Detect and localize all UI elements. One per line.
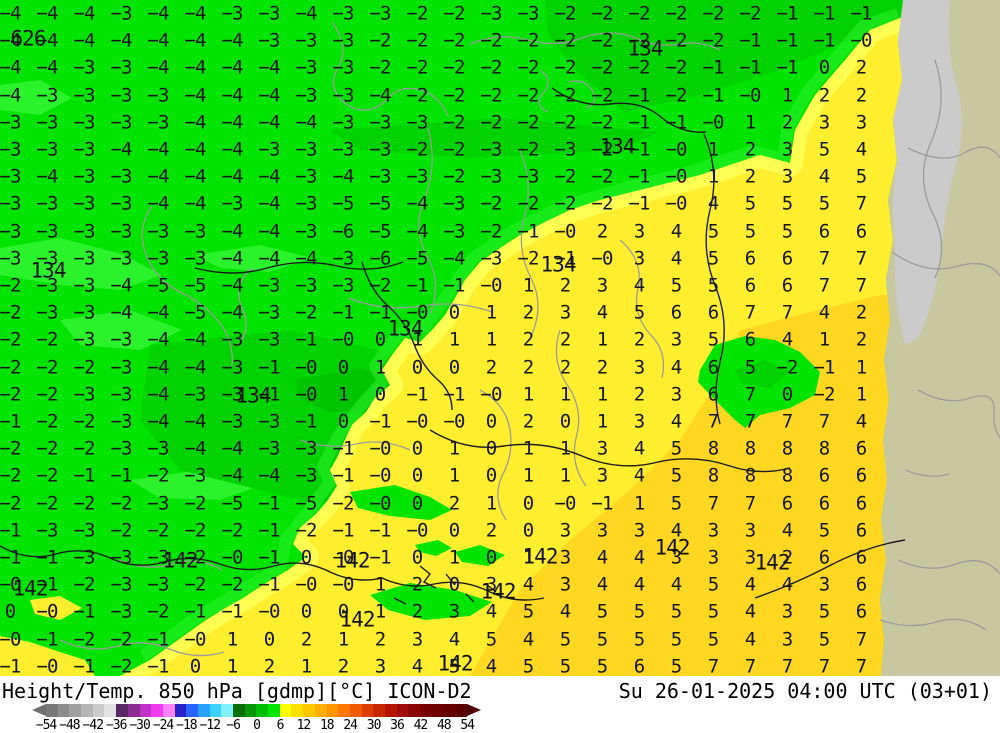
legend-bar: Height/Temp. 850 hPa [gdmp][°C] ICON-D2 … xyxy=(0,676,1000,733)
coastlines-and-state-borders xyxy=(59,21,1000,657)
colorbar-segment xyxy=(455,704,467,717)
colorbar-left-arrow xyxy=(32,704,46,716)
colorbar-segment xyxy=(326,704,339,717)
colorbar-tick-label: 12 xyxy=(296,718,312,733)
colorbar-tick-label: −36 xyxy=(105,718,128,733)
colorbar-segment xyxy=(197,704,210,717)
colorbar-tick-label: −12 xyxy=(199,718,222,733)
colorbar-segment xyxy=(338,704,350,717)
colorbar-segment xyxy=(373,704,385,717)
light-green-patch xyxy=(0,238,162,290)
alps-green-patch xyxy=(455,545,505,566)
colorbar-right-arrow xyxy=(466,704,481,716)
colorbar-tick-label: 54 xyxy=(460,718,475,733)
yellow-patch xyxy=(30,596,82,620)
colorbar-tick-label: 24 xyxy=(343,718,358,733)
colorbar-tick-label: 48 xyxy=(436,718,452,733)
colorbar-segment xyxy=(69,704,82,717)
valid-time-label: Su 26-01-2025 04:00 UTC (03+01) xyxy=(618,679,992,703)
colorbar-tick-label: 18 xyxy=(319,718,335,733)
colorbar-segment xyxy=(57,704,70,717)
dark-green-band xyxy=(545,0,905,112)
green-pocket-core xyxy=(735,360,790,388)
colorbar-segment xyxy=(116,704,128,717)
colorbar-tick-label: 42 xyxy=(413,718,429,733)
colorbar-tick-label: −18 xyxy=(176,718,198,733)
colorbar-tick-label: −48 xyxy=(59,718,81,733)
map-area: −4 −4 −4 −3 −4 −4 −3 −3 −4 −3 −3 −2 −2 −3 −3 −2 −2 −2 −2 −2… xyxy=(0,0,1000,676)
map-canvas xyxy=(0,0,1000,676)
temperature-colorbar xyxy=(32,704,481,717)
colorbar-segment xyxy=(256,704,269,717)
alps-green-patch xyxy=(350,485,452,520)
colorbar-segment xyxy=(408,704,420,717)
colorbar-segment xyxy=(104,704,117,717)
colorbar-tick-label: −54 xyxy=(35,718,58,733)
colorbar-segment xyxy=(303,704,315,717)
colorbar-tick-label: −30 xyxy=(129,718,151,733)
colorbar-segment xyxy=(291,704,304,717)
colorbar-segment xyxy=(384,704,397,717)
map-title: Height/Temp. 850 hPa [gdmp][°C] ICON-D2 xyxy=(2,679,472,703)
dark-green-band xyxy=(330,118,660,158)
colorbar-segment xyxy=(221,704,233,717)
yellow-corner-patch xyxy=(0,636,95,676)
alps-green-patch xyxy=(415,540,452,556)
colorbar-segment xyxy=(139,704,152,717)
colorbar-segment xyxy=(268,704,280,717)
colorbar-segment xyxy=(279,704,292,717)
colorbar-tick-label: 0 xyxy=(253,718,261,733)
colorbar-segment xyxy=(443,704,456,717)
out-of-domain-sea xyxy=(892,0,962,345)
colorbar-segment xyxy=(361,704,374,717)
colorbar-segment xyxy=(314,704,327,717)
colorbar-segment xyxy=(127,704,140,717)
colorbar-tick-label: 6 xyxy=(276,718,285,733)
colorbar-segment xyxy=(244,704,257,717)
colorbar-tick-label: −6 xyxy=(226,718,241,733)
colorbar-segment xyxy=(162,704,175,717)
colorbar-segment xyxy=(431,704,444,717)
colorbar-tick-label: 30 xyxy=(366,718,382,733)
colorbar-tick-labels: −54 −48 −42 −36 −30 −24 −18 −12 −6 0 6 12 18 24 30 36 42… xyxy=(0,718,1000,733)
colorbar-segment xyxy=(233,704,245,717)
colorbar-segment xyxy=(81,704,93,717)
colorbar-segment xyxy=(151,704,163,717)
zero-line-green-edge xyxy=(139,8,900,661)
colorbar-tick-label: −42 xyxy=(82,718,105,733)
colorbar-tick-label: −24 xyxy=(152,718,175,733)
colorbar-segment xyxy=(420,704,432,717)
alps-green-patch xyxy=(370,583,492,620)
colorbar-segment xyxy=(396,704,409,717)
colorbar-segment xyxy=(209,704,222,717)
national-borders xyxy=(0,87,906,605)
colorbar-segment xyxy=(92,704,105,717)
colorbar-tick-label: 36 xyxy=(390,718,405,733)
light-green-patch xyxy=(0,80,72,115)
colorbar-segment xyxy=(349,704,362,717)
light-green-patch xyxy=(60,310,182,350)
colorbar-segment xyxy=(46,704,58,717)
green-patch xyxy=(388,18,428,34)
colorbar-segment xyxy=(174,704,187,717)
light-green-patch xyxy=(195,245,312,272)
colorbar-segment xyxy=(186,704,198,717)
